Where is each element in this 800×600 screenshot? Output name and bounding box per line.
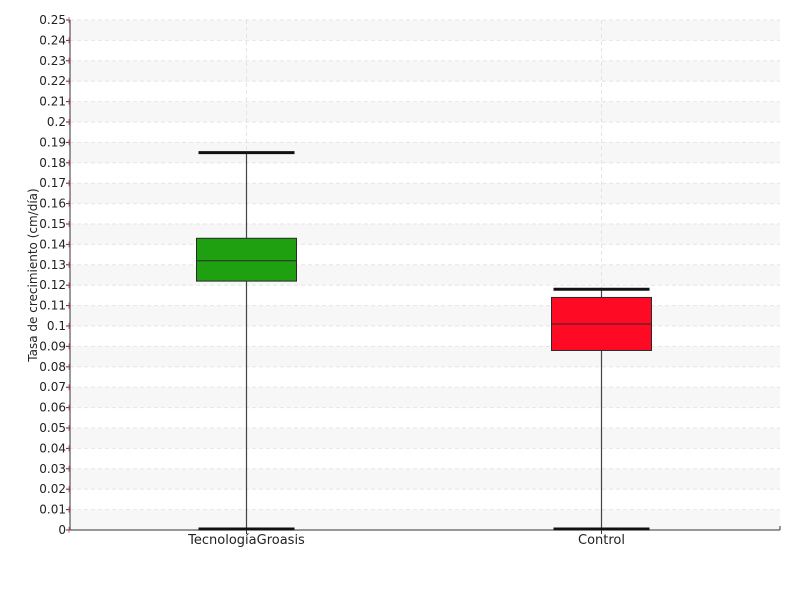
y-tick-label: 0.15 bbox=[39, 217, 66, 231]
y-tick-label: 0.08 bbox=[39, 360, 66, 374]
y-tick-label: 0.12 bbox=[39, 278, 66, 292]
box-control bbox=[551, 287, 652, 531]
y-tick-label: 0.21 bbox=[39, 95, 66, 109]
y-tick-label: 0.13 bbox=[39, 258, 66, 272]
y-tick-label: 0.03 bbox=[39, 462, 66, 476]
grid-band bbox=[70, 20, 780, 41]
y-tick-label: 0.24 bbox=[39, 33, 66, 47]
y-tick-label: 0.23 bbox=[39, 54, 66, 68]
y-tick-label: 0.25 bbox=[39, 13, 66, 27]
y-tick-label: 0.16 bbox=[39, 197, 66, 211]
y-tick-label: 0.14 bbox=[39, 237, 66, 251]
x-axis-labels: TecnologíaGroasis Control bbox=[187, 530, 625, 548]
y-tick-label: 0.06 bbox=[39, 401, 66, 415]
grid-band bbox=[70, 264, 780, 286]
grid-band bbox=[70, 468, 780, 490]
x-category-label: TecnologíaGroasis bbox=[187, 533, 305, 548]
grid-band bbox=[70, 60, 780, 82]
y-tick-label: 0.2 bbox=[47, 115, 66, 129]
y-axis-title: Tasa de crecimiento (cm/día) bbox=[26, 188, 40, 362]
grid-band bbox=[70, 346, 780, 367]
y-tick-label: 0.22 bbox=[39, 74, 66, 88]
y-tick-label: 0.11 bbox=[39, 299, 66, 313]
iqr-box bbox=[196, 237, 297, 282]
y-tick-label: 0.1 bbox=[47, 319, 66, 333]
grid-bands bbox=[70, 19, 780, 531]
grid-band bbox=[70, 142, 780, 163]
axes bbox=[69, 20, 781, 531]
x-category-label: Control bbox=[578, 533, 625, 548]
boxes bbox=[196, 151, 652, 531]
y-tick-label: 0.18 bbox=[39, 156, 66, 170]
y-axis-ticks: 0 0.01 0.02 0.03 0.04 0.05 0.06 0.07 0.08 0.09 0.1… bbox=[39, 13, 70, 537]
y-tick-label: 0.19 bbox=[39, 135, 66, 149]
y-tick-label: 0.09 bbox=[39, 339, 66, 353]
y-tick-label: 0.17 bbox=[39, 176, 66, 190]
y-tick-label: 0.04 bbox=[39, 441, 66, 455]
grid-band bbox=[70, 101, 780, 122]
grid-band bbox=[70, 387, 780, 408]
y-tick-label: 0 bbox=[58, 523, 66, 537]
grid-band bbox=[70, 224, 780, 245]
grid-band bbox=[70, 183, 780, 204]
y-tick-label: 0.01 bbox=[39, 503, 66, 517]
grid-band bbox=[70, 305, 780, 326]
y-tick-label: 0.02 bbox=[39, 482, 66, 496]
y-tick-label: 0.07 bbox=[39, 380, 66, 394]
grid-band bbox=[70, 428, 780, 449]
grid-band bbox=[70, 509, 780, 530]
box-tecnologia-groasis bbox=[196, 151, 297, 531]
y-tick-label: 0.05 bbox=[39, 421, 66, 435]
